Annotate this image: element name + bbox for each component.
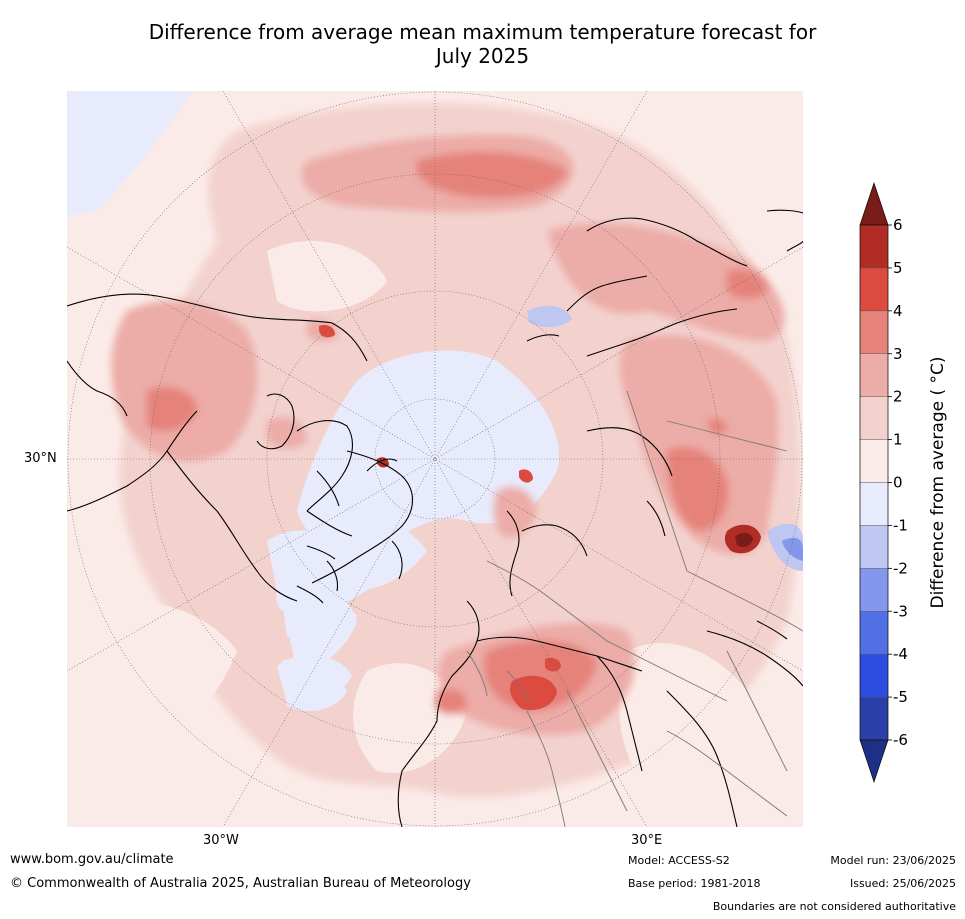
colorbar-bin [859, 482, 889, 526]
colorbar-bin [859, 396, 889, 440]
colorbar-bin [859, 224, 889, 269]
anomaly-negative-regions [67, 91, 803, 711]
colorbar-tick-label: 4 [893, 302, 903, 320]
colorbar-bin [859, 525, 889, 569]
colorbar-tick-label: -4 [893, 645, 908, 663]
lat-label-30n: 30°N [24, 451, 57, 466]
lon-label-30e: 30°E [631, 833, 663, 848]
anomaly-3-4-regions [147, 152, 767, 714]
colorbar-tick-label: -3 [893, 602, 908, 620]
colorbar-tick-label: -6 [893, 731, 908, 749]
colorbar-tick-label: 1 [893, 431, 903, 449]
chart-title: Difference from average mean maximum tem… [0, 20, 965, 68]
footer-issued: Issued: 25/06/2025 [849, 877, 956, 890]
forecast-map [67, 91, 803, 827]
chart-title-line2: July 2025 [435, 44, 530, 68]
colorbar-bin [859, 267, 889, 312]
colorbar-extend-under [859, 739, 889, 783]
anomaly-0-1-regions [104, 241, 749, 801]
footer-copyright: © Commonwealth of Australia 2025, Austra… [10, 876, 471, 891]
chart-title-line1: Difference from average mean maximum tem… [148, 20, 817, 44]
anomaly-4-5-regions [319, 325, 561, 711]
footer-disclaimer: Boundaries are not considered authoritat… [712, 900, 956, 913]
colorbar-tick-label: -1 [893, 516, 908, 534]
colorbar-bin [859, 568, 889, 612]
colorbar-bin [859, 310, 889, 354]
coastlines [67, 209, 803, 827]
colorbar: 6 5 4 3 2 1 0 -1 -2 -3 -4 -5 -6 Difference from avera… [859, 182, 948, 783]
colorbar-tick-label: 2 [893, 388, 903, 406]
colorbar-tick-label: 0 [893, 474, 903, 492]
footer-model: Model: ACCESS-S2 [628, 854, 730, 867]
colorbar-bin [859, 653, 889, 698]
colorbar-bin [859, 611, 889, 655]
colorbar-tick-label: 3 [893, 345, 903, 363]
lon-label-30w: 30°W [203, 833, 239, 848]
colorbar-bin [859, 696, 889, 741]
colorbar-bin [859, 439, 889, 483]
colorbar-tick-label: 5 [893, 259, 903, 277]
footer-model-run: Model run: 23/06/2025 [830, 854, 956, 867]
country-borders [466, 390, 803, 827]
colorbar-bin [859, 353, 889, 397]
colorbar-tick-label: -5 [893, 688, 908, 706]
graticule [67, 91, 803, 827]
colorbar-label: Difference from average ( °C) [928, 356, 948, 608]
footer-url[interactable]: www.bom.gov.au/climate [10, 852, 174, 867]
colorbar-tick-label: 6 [893, 216, 903, 234]
footer-base-period: Base period: 1981-2018 [628, 877, 761, 890]
colorbar-extend-over [859, 182, 889, 226]
colorbar-tick-label: -2 [893, 559, 908, 577]
